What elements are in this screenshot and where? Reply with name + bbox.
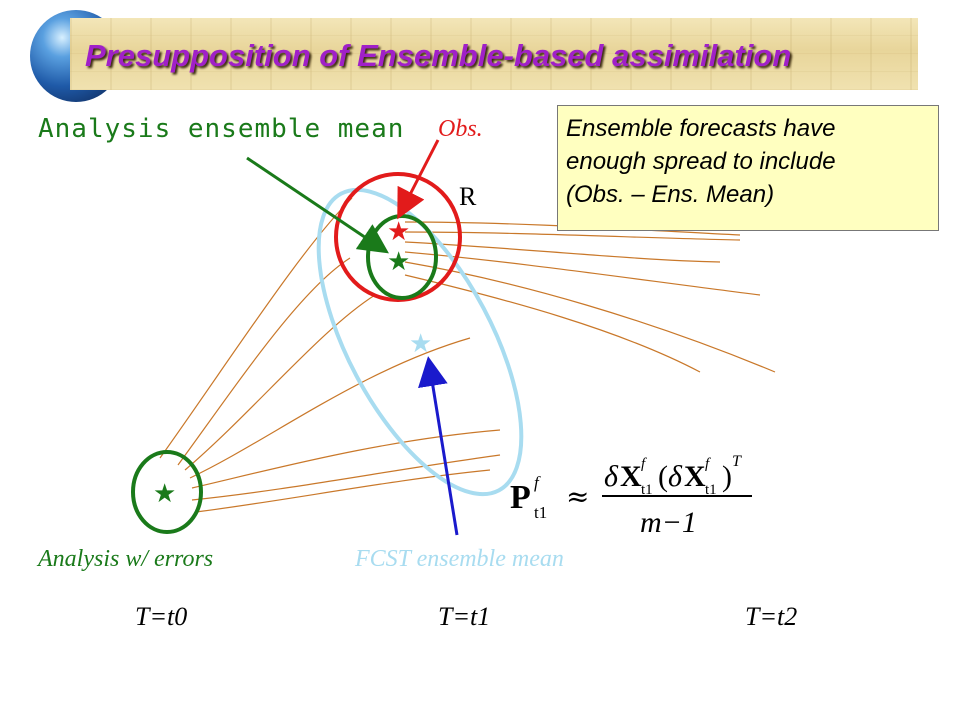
slide-title: Presupposition of Ensemble-based assimil… — [85, 38, 792, 73]
obs-error-circle — [334, 172, 462, 302]
title-banner — [70, 18, 918, 90]
svg-text:δ: δ — [668, 460, 683, 493]
analysis-t0-star: ★ — [153, 479, 176, 509]
trajectory — [195, 469, 491, 513]
note-line: (Obs. – Ens. Mean) — [566, 181, 775, 208]
covariance-formula: P f t1 ≈ δ X f t1 ( δ X f t1 ) T m−1 — [508, 452, 768, 542]
formula-lhs: P — [510, 479, 531, 516]
trajectory — [404, 274, 701, 373]
svg-text:f: f — [705, 456, 711, 472]
r-label: R — [459, 182, 477, 211]
svg-text:(: ( — [658, 460, 668, 493]
analysis-mean-arrow — [246, 156, 389, 254]
banner-texture — [70, 18, 918, 90]
trajectory — [177, 257, 351, 466]
analysis-ensemble-mean-label: Analysis ensemble mean — [38, 114, 405, 144]
trajectories-t0-t1 — [159, 197, 501, 513]
analysis-with-errors-label: Analysis w/ errors — [38, 546, 214, 572]
trajectory — [191, 429, 501, 489]
forecast-spread-ellipse — [316, 187, 524, 497]
svg-text:f: f — [641, 456, 647, 472]
fcst-mean-star: ★ — [409, 329, 432, 359]
analysis-mean-star: ★ — [387, 247, 410, 277]
svg-text:δ: δ — [604, 460, 619, 493]
formula-numerator: δ X f t1 ( δ X f t1 ) T — [604, 453, 742, 498]
svg-text:T: T — [732, 453, 742, 470]
trajectory — [404, 261, 776, 373]
trajectory — [184, 294, 376, 471]
obs-label: Obs. — [438, 116, 483, 142]
analysis-ellipse-t0 — [131, 450, 203, 534]
trajectory — [191, 454, 501, 501]
svg-text:): ) — [722, 460, 732, 493]
time-label-t0: T=t0 — [135, 602, 188, 631]
svg-text:t1: t1 — [641, 482, 653, 498]
note-line: enough spread to include — [566, 148, 836, 175]
obs-arrow — [397, 139, 440, 220]
obs-star: ★ — [387, 217, 410, 247]
note-box: Ensemble forecasts have enough spread to… — [557, 105, 939, 231]
formula-lhs-sub: t1 — [534, 503, 547, 522]
svg-text:X: X — [684, 460, 706, 493]
trajectory — [404, 231, 741, 241]
trajectory — [189, 337, 471, 479]
time-label-t1: T=t1 — [438, 602, 491, 631]
formula-lhs-sup: f — [534, 473, 541, 492]
fcst-ensemble-mean-label: FCST ensemble mean — [355, 546, 564, 572]
svg-text:t1: t1 — [705, 482, 717, 498]
note-line: Ensemble forecasts have — [566, 115, 836, 142]
formula-svg: P f t1 ≈ δ X f t1 ( δ X f t1 ) T m−1 — [510, 453, 752, 539]
formula-approx: ≈ — [566, 480, 589, 513]
formula-denominator: m−1 — [640, 506, 697, 539]
trajectory — [404, 241, 721, 263]
time-label-t2: T=t2 — [745, 602, 798, 631]
svg-text:X: X — [620, 460, 642, 493]
trajectory — [159, 197, 353, 459]
fcst-mean-arrow — [418, 356, 459, 536]
